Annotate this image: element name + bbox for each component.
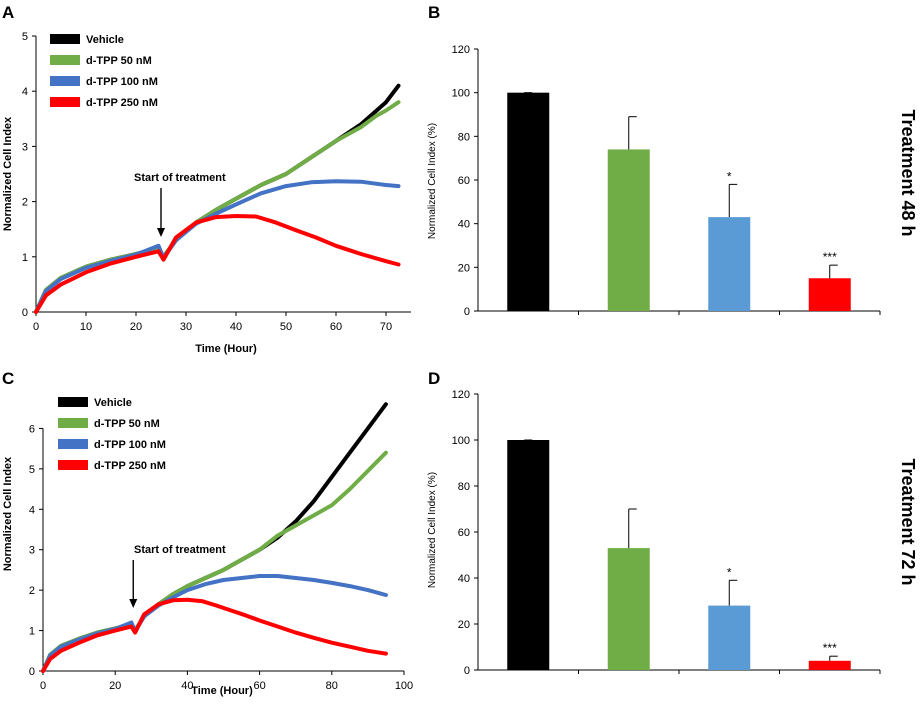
panel-b-side-label: Treatment 48 h (898, 109, 918, 236)
bar-2 (607, 548, 650, 670)
y-tick-label: 120 (452, 44, 470, 56)
y-tick-label: 100 (452, 435, 470, 447)
panel-a-ylabel: Normalized Cell Index (2, 116, 14, 231)
panel-b-label: B (428, 3, 440, 22)
panel-b-ylabel: Normalized Cell Index (%) (427, 123, 438, 239)
y-tick-label: 0 (464, 306, 470, 318)
series-line-3 (41, 574, 388, 673)
y-tick-label: 120 (452, 389, 470, 401)
y-tick-label: 60 (458, 527, 470, 539)
legend-label-4: d-TPP 250 nM (94, 460, 166, 472)
panel-b: B Normalized Cell Index (%) Treatment 48… (427, 3, 918, 318)
panel-c-annotation: Start of treatment (134, 544, 226, 556)
x-tick-label: 60 (330, 321, 342, 333)
significance-mark-3: * (727, 565, 732, 579)
panel-d-label: D (428, 369, 440, 388)
bar-1 (507, 440, 550, 670)
panel-c-xlabel: Time (Hour) (191, 685, 253, 697)
y-tick-label: 0 (29, 666, 35, 678)
y-tick-label: 5 (22, 31, 28, 43)
legend-label-3: d-TPP 100 nM (94, 439, 166, 451)
bar-4 (808, 660, 851, 670)
panel-c: C Time (Hour) Normalized Cell Index Star… (2, 369, 413, 697)
y-tick-label: 0 (22, 307, 28, 319)
panel-c-label: C (2, 369, 14, 388)
legend-label-2: d-TPP 50 nM (86, 55, 152, 67)
x-tick-label: 40 (230, 321, 242, 333)
x-tick-label: 80 (326, 680, 338, 692)
y-tick-label: 100 (452, 88, 470, 100)
y-tick-label: 80 (458, 131, 470, 143)
x-tick-label: 70 (380, 321, 392, 333)
y-tick-label: 1 (22, 252, 28, 264)
panel-c-ylabel: Normalized Cell Index (2, 456, 14, 571)
y-tick-label: 3 (22, 141, 28, 153)
x-tick-label: 100 (395, 680, 413, 692)
y-tick-label: 2 (22, 197, 28, 209)
series-line-1 (34, 83, 401, 314)
legend-label-2: d-TPP 50 nM (94, 418, 160, 430)
bar-2 (607, 149, 650, 311)
x-tick-label: 0 (33, 321, 39, 333)
legend-swatch-3 (58, 439, 88, 449)
panel-d-ylabel: Normalized Cell Index (%) (427, 472, 438, 588)
legend-swatch-4 (50, 97, 80, 107)
y-tick-label: 3 (29, 545, 35, 557)
bar-3 (708, 605, 751, 670)
x-tick-label: 30 (180, 321, 192, 333)
y-tick-label: 20 (458, 619, 470, 631)
significance-mark-4: *** (823, 641, 837, 655)
x-tick-label: 20 (130, 321, 142, 333)
legend-swatch-1 (50, 34, 80, 44)
x-tick-label: 20 (109, 680, 121, 692)
legend-swatch-4 (58, 460, 88, 470)
y-tick-label: 5 (29, 464, 35, 476)
treatment-arrow-head (129, 599, 138, 608)
panel-a-label: A (2, 3, 14, 22)
series-line-4 (34, 214, 401, 314)
panel-a-xlabel: Time (Hour) (195, 343, 257, 355)
y-tick-label: 20 (458, 262, 470, 274)
panel-d-side-label: Treatment 72 h (898, 458, 918, 585)
legend-swatch-2 (58, 418, 88, 428)
y-tick-label: 4 (29, 504, 35, 516)
bar-3 (708, 217, 751, 311)
significance-mark-4: *** (823, 250, 837, 264)
legend-label-1: Vehicle (94, 397, 132, 409)
x-tick-label: 60 (253, 680, 265, 692)
treatment-arrow-head (157, 228, 165, 237)
legend-swatch-3 (50, 76, 80, 86)
y-tick-label: 40 (458, 573, 470, 585)
x-tick-label: 0 (40, 680, 46, 692)
y-tick-label: 60 (458, 175, 470, 187)
panel-a-annotation: Start of treatment (134, 172, 226, 184)
panel-a: A Time (Hour) Normalized Cell Index Star… (2, 3, 411, 355)
x-tick-label: 10 (80, 321, 92, 333)
legend-swatch-1 (58, 397, 88, 407)
x-tick-label: 40 (181, 680, 193, 692)
legend-label-4: d-TPP 250 nM (86, 97, 158, 109)
y-tick-label: 2 (29, 585, 35, 597)
significance-mark-3: * (727, 169, 732, 183)
y-tick-label: 1 (29, 626, 35, 638)
x-tick-label: 50 (280, 321, 292, 333)
y-tick-label: 4 (22, 86, 28, 98)
y-tick-label: 40 (458, 219, 470, 231)
y-tick-label: 6 (29, 423, 35, 435)
legend-label-3: d-TPP 100 nM (86, 76, 158, 88)
series-line-4 (41, 597, 388, 673)
legend-swatch-2 (50, 55, 80, 65)
bar-1 (507, 92, 550, 312)
y-tick-label: 0 (464, 665, 470, 677)
panel-d: D Normalized Cell Index (%) Treatment 72… (427, 369, 918, 677)
legend-label-1: Vehicle (86, 34, 124, 46)
bar-4 (808, 278, 851, 311)
y-tick-label: 80 (458, 481, 470, 493)
